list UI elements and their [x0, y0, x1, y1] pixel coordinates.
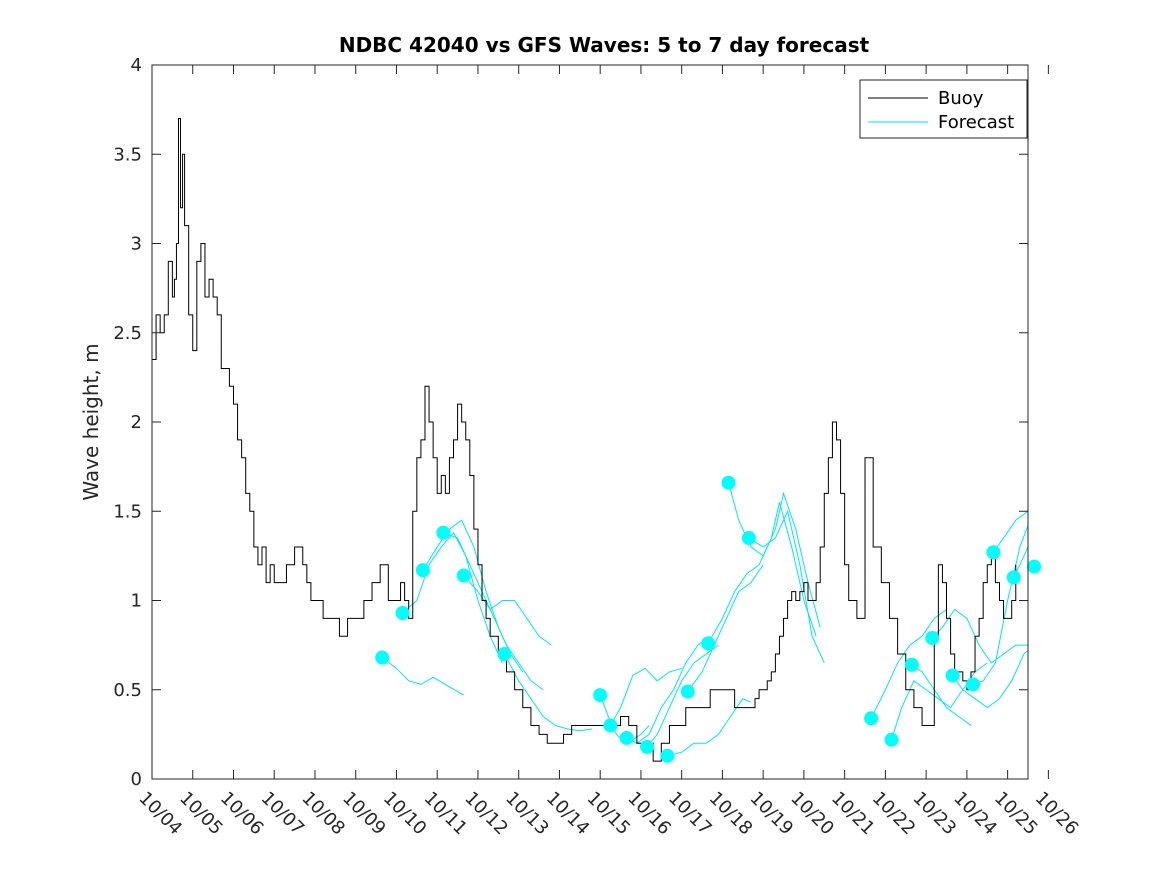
y-tick-label: 0 [131, 769, 142, 790]
forecast-series-group [381, 482, 1028, 757]
forecast-line [463, 575, 552, 646]
x-tick-label: 10/20 [786, 788, 838, 840]
forecast-line [992, 510, 1028, 553]
forecast-line [503, 653, 593, 732]
forecast-marker [680, 684, 695, 699]
legend-forecast-label: Forecast [938, 112, 1014, 133]
x-tick-label: 10/10 [379, 788, 431, 840]
x-tick-label: 10/15 [583, 788, 635, 840]
legend: Buoy Forecast [859, 79, 1028, 139]
forecast-line [952, 650, 1028, 709]
x-tick-label: 10/05 [175, 788, 227, 840]
forecast-marker [986, 545, 1001, 560]
plot-area [152, 65, 1028, 779]
x-tick-label: 10/23 [909, 788, 961, 840]
forecast-marker [741, 531, 756, 546]
forecast-marker [395, 605, 410, 620]
forecast-marker [1027, 559, 1042, 574]
x-tick-label: 10/07 [257, 788, 309, 840]
forecast-line [626, 635, 711, 744]
x-tick-label: 10/06 [216, 788, 268, 840]
x-tick-label: 10/24 [949, 788, 1001, 840]
forecast-marker [456, 568, 471, 583]
forecast-line [931, 608, 1028, 664]
y-tick-label: 0.5 [113, 680, 142, 701]
y-tick-label: 1 [131, 591, 142, 612]
y-tick-label: 2 [131, 412, 142, 433]
forecast-marker [640, 739, 655, 754]
x-tick-label: 10/12 [460, 788, 512, 840]
forecast-marker [884, 732, 899, 747]
forecast-line [911, 664, 972, 726]
chart-title: NDBC 42040 vs GFS Waves: 5 to 7 day fore… [339, 33, 870, 57]
forecast-line [728, 482, 821, 628]
x-tick-label: 10/25 [990, 788, 1042, 840]
forecast-line [870, 609, 947, 719]
x-tick-label: 10/22 [868, 788, 920, 840]
x-tick-label: 10/17 [664, 788, 716, 840]
x-tick-label: 10/04 [134, 788, 186, 840]
legend-box [859, 79, 1028, 139]
forecast-marker [864, 711, 879, 726]
legend-buoy-label: Buoy [938, 88, 984, 109]
y-axis-ticks: 0 0.5 1 1.5 2 2.5 3 3.5 4 [113, 55, 1028, 790]
forecast-marker [945, 668, 960, 683]
forecast-line [972, 525, 1028, 685]
forecast-markers-group [375, 475, 1042, 763]
buoy-series-line [152, 118, 1017, 762]
x-tick-label: 10/18 [705, 788, 757, 840]
forecast-marker [593, 688, 608, 703]
y-tick-label: 1.5 [113, 501, 142, 522]
forecast-line [402, 531, 503, 664]
forecast-marker [603, 718, 618, 733]
forecast-marker [436, 525, 451, 540]
x-tick-label: 10/08 [297, 788, 349, 840]
y-tick-label: 4 [131, 55, 142, 76]
y-tick-label: 3 [131, 234, 142, 255]
forecast-line [667, 698, 752, 757]
forecast-marker [721, 475, 736, 490]
forecast-line [646, 644, 719, 748]
forecast-line [748, 509, 825, 664]
y-tick-label: 2.5 [113, 323, 142, 344]
x-tick-label: 10/16 [623, 788, 675, 840]
forecast-line [609, 667, 682, 726]
forecast-line [381, 657, 464, 696]
plot-content [152, 118, 1042, 763]
forecast-marker [925, 630, 940, 645]
forecast-marker [701, 636, 716, 651]
forecast-marker [415, 563, 430, 578]
x-tick-label: 10/09 [338, 788, 390, 840]
forecast-marker [1006, 570, 1021, 585]
y-axis-label: Wave height, m [79, 343, 103, 500]
forecast-marker [619, 730, 634, 745]
forecast-marker [497, 647, 512, 662]
x-tick-label: 10/19 [746, 788, 798, 840]
x-tick-label: 10/26 [1031, 788, 1083, 840]
forecast-marker [904, 657, 919, 672]
x-tick-label: 10/21 [827, 788, 879, 840]
forecast-marker [375, 650, 390, 665]
x-tick-label: 10/11 [420, 788, 472, 840]
x-tick-label: 10/14 [542, 788, 594, 840]
y-tick-label: 3.5 [113, 144, 142, 165]
forecast-marker [660, 748, 675, 763]
forecast-line [443, 532, 544, 691]
forecast-marker [965, 677, 980, 692]
x-tick-label: 10/13 [501, 788, 553, 840]
forecast-line [687, 564, 764, 692]
